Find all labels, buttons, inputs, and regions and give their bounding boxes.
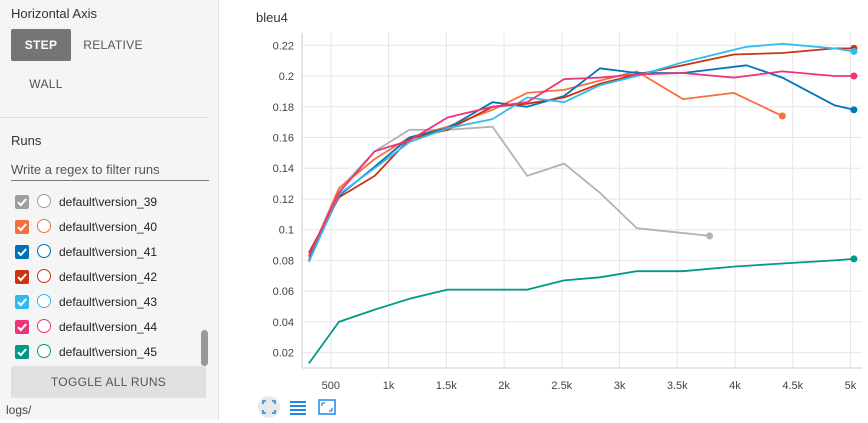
run-checkbox[interactable] bbox=[15, 320, 29, 334]
horizontal-axis-title: Horizontal Axis bbox=[11, 6, 97, 21]
run-color-radio[interactable] bbox=[37, 319, 51, 333]
run-item[interactable]: default\version_40 bbox=[15, 217, 200, 237]
x-tick-label: 500 bbox=[322, 380, 340, 392]
y-tick-label: 0.12 bbox=[273, 194, 294, 206]
y-tick-label: 0.02 bbox=[273, 348, 294, 360]
x-tick-label: 3k bbox=[614, 380, 626, 392]
x-tick-label: 2.5k bbox=[551, 380, 572, 392]
expand-icon[interactable] bbox=[316, 396, 338, 418]
series-line bbox=[308, 42, 855, 263]
run-item[interactable]: default\version_42 bbox=[15, 267, 200, 287]
sidebar: Horizontal Axis STEP RELATIVE WALL Runs … bbox=[0, 0, 219, 420]
check-icon bbox=[17, 248, 27, 257]
run-checkbox[interactable] bbox=[15, 295, 29, 309]
series-end-point bbox=[778, 112, 786, 120]
series-line bbox=[308, 70, 854, 257]
run-label: default\version_42 bbox=[59, 270, 158, 284]
runs-title: Runs bbox=[11, 133, 42, 148]
run-filter-input[interactable] bbox=[11, 158, 209, 181]
y-tick-label: 0.04 bbox=[273, 317, 294, 329]
y-tick-label: 0.16 bbox=[273, 132, 294, 144]
run-checkbox[interactable] bbox=[15, 220, 29, 234]
run-checkbox[interactable] bbox=[15, 245, 29, 259]
run-label: default\version_44 bbox=[59, 320, 158, 334]
series-end-point bbox=[850, 72, 858, 80]
series-end-point bbox=[706, 232, 714, 240]
check-icon bbox=[17, 298, 27, 307]
y-tick-label: 0.1 bbox=[279, 225, 294, 237]
fit-domain-icon[interactable] bbox=[258, 396, 280, 418]
run-color-radio[interactable] bbox=[37, 244, 51, 258]
run-item[interactable]: default\version_39 bbox=[15, 192, 200, 212]
y-tick-label: 0.18 bbox=[273, 102, 294, 114]
run-color-radio[interactable] bbox=[37, 344, 51, 358]
wall-axis-button[interactable]: WALL bbox=[29, 77, 63, 91]
check-icon bbox=[17, 273, 27, 282]
run-label: default\version_40 bbox=[59, 220, 158, 234]
step-axis-button[interactable]: STEP bbox=[11, 29, 71, 61]
y-tick-label: 0.22 bbox=[273, 40, 294, 52]
run-checkbox[interactable] bbox=[15, 345, 29, 359]
run-item[interactable]: default\version_44 bbox=[15, 317, 200, 337]
run-label: default\version_41 bbox=[59, 245, 158, 259]
series-line bbox=[308, 70, 783, 258]
run-color-radio[interactable] bbox=[37, 294, 51, 308]
series-line bbox=[308, 47, 854, 254]
x-tick-label: 3.5k bbox=[667, 380, 688, 392]
y-tick-label: 0.08 bbox=[273, 255, 294, 267]
toggle-all-runs-button[interactable]: TOGGLE ALL RUNS bbox=[11, 366, 206, 398]
run-label: default\version_39 bbox=[59, 195, 158, 209]
y-tick-label: 0.06 bbox=[273, 286, 294, 298]
run-item[interactable]: default\version_41 bbox=[15, 242, 200, 262]
series-end-point bbox=[850, 47, 858, 55]
x-tick-label: 1k bbox=[383, 380, 395, 392]
run-color-radio[interactable] bbox=[37, 269, 51, 283]
run-label: default\version_43 bbox=[59, 295, 158, 309]
log-directory: logs/ bbox=[6, 403, 32, 417]
divider bbox=[0, 117, 209, 118]
run-color-radio[interactable] bbox=[37, 219, 51, 233]
check-icon bbox=[17, 223, 27, 232]
y-tick-label: 0.14 bbox=[273, 163, 294, 175]
check-icon bbox=[17, 348, 27, 357]
run-item[interactable]: default\version_43 bbox=[15, 292, 200, 312]
x-tick-label: 2k bbox=[498, 380, 510, 392]
series-end-point bbox=[850, 106, 858, 114]
chart-title: bleu4 bbox=[256, 10, 288, 25]
run-checkbox[interactable] bbox=[15, 270, 29, 284]
y-tick-label: 0.2 bbox=[279, 71, 294, 83]
run-label: default\version_45 bbox=[59, 345, 158, 359]
series-line bbox=[308, 258, 854, 364]
check-icon bbox=[17, 198, 27, 207]
run-color-radio[interactable] bbox=[37, 194, 51, 208]
x-tick-label: 1.5k bbox=[436, 380, 457, 392]
x-tick-label: 4.5k bbox=[782, 380, 803, 392]
check-icon bbox=[17, 323, 27, 332]
series-line bbox=[308, 125, 710, 261]
x-tick-label: 4k bbox=[729, 380, 741, 392]
x-tick-label: 5k bbox=[845, 380, 857, 392]
series-end-point bbox=[850, 255, 858, 263]
run-checkbox[interactable] bbox=[15, 195, 29, 209]
runs-scrollbar[interactable] bbox=[201, 330, 208, 366]
data-table-icon[interactable] bbox=[287, 396, 309, 418]
relative-axis-button[interactable]: RELATIVE bbox=[83, 38, 143, 52]
run-item[interactable]: default\version_45 bbox=[15, 342, 200, 362]
